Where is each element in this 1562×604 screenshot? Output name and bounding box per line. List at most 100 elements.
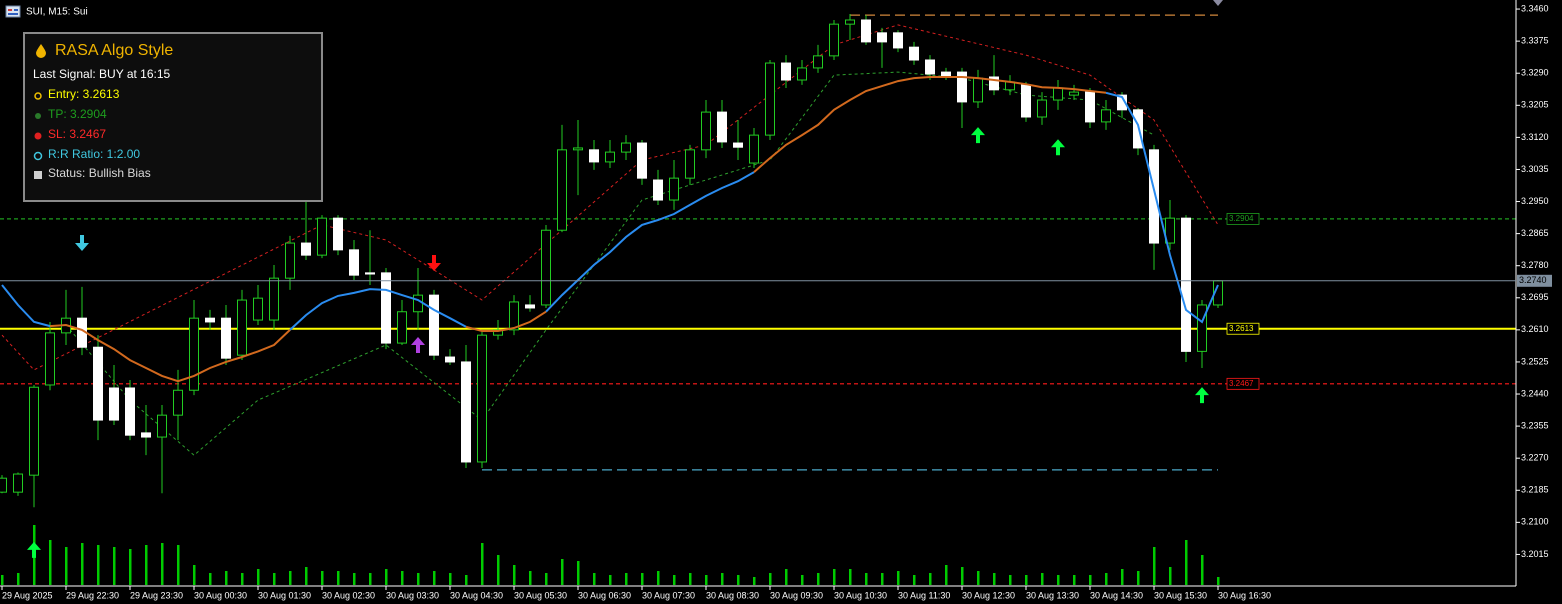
volume-bar bbox=[1105, 573, 1108, 585]
candle-body bbox=[701, 111, 711, 151]
volume-bar bbox=[385, 569, 388, 585]
level-label: 3.2467 bbox=[1229, 379, 1254, 388]
x-tick-label: 30 Aug 11:30 bbox=[898, 590, 950, 600]
volume-bar bbox=[257, 569, 260, 585]
candle-body bbox=[381, 272, 391, 344]
volume-bar bbox=[353, 573, 356, 585]
candle-body bbox=[1085, 91, 1095, 123]
x-tick-label: 29 Aug 22:30 bbox=[66, 590, 119, 600]
window-title: SUI, M15: Sui bbox=[5, 5, 88, 18]
candle-body bbox=[861, 19, 871, 43]
window-icon-detail bbox=[8, 9, 12, 11]
candle-body bbox=[509, 301, 519, 331]
candle-body bbox=[189, 317, 199, 391]
info-panel: RASA Algo Style Last Signal: BUY at 16:1… bbox=[23, 32, 323, 202]
candle-body bbox=[1037, 99, 1047, 118]
volume-bar bbox=[49, 540, 52, 585]
volume-bar bbox=[849, 569, 852, 585]
y-tick-label: 3.2610 bbox=[1521, 324, 1549, 334]
volume-bar bbox=[1185, 540, 1188, 585]
volume-bar bbox=[17, 573, 20, 585]
volume-bar bbox=[721, 573, 724, 585]
candle-body bbox=[365, 272, 375, 275]
volume-bar bbox=[1057, 575, 1060, 585]
candle-body bbox=[445, 356, 455, 363]
x-tick-label: 30 Aug 04:30 bbox=[450, 590, 503, 600]
x-tick-label: 29 Aug 23:30 bbox=[130, 590, 183, 600]
volume-bar bbox=[753, 577, 756, 585]
volume-bar bbox=[497, 555, 500, 585]
y-tick-label: 3.2950 bbox=[1521, 196, 1549, 206]
x-tick-label: 30 Aug 06:30 bbox=[578, 590, 631, 600]
x-tick-label: 30 Aug 02:30 bbox=[322, 590, 375, 600]
volume-bar bbox=[913, 575, 916, 585]
panel-icon bbox=[34, 171, 42, 179]
candle-body bbox=[1165, 217, 1175, 244]
candle-body bbox=[653, 179, 663, 201]
candle-body bbox=[301, 242, 311, 256]
volume-bar bbox=[1153, 547, 1156, 585]
candle-body bbox=[973, 77, 983, 103]
panel-icon bbox=[34, 132, 42, 140]
signal-arrow bbox=[411, 336, 425, 353]
candle-body bbox=[589, 149, 599, 163]
panel-sl: SL: 3.2467 bbox=[48, 127, 106, 141]
volume-bar bbox=[833, 569, 836, 585]
candle-body bbox=[317, 217, 327, 256]
candle-body bbox=[173, 389, 183, 416]
volume-bar bbox=[769, 573, 772, 585]
panel-icon bbox=[36, 44, 46, 58]
candle-body bbox=[845, 19, 855, 25]
candle-body bbox=[957, 71, 967, 103]
candle-body bbox=[429, 294, 439, 356]
volume-bar bbox=[545, 573, 548, 585]
candle-body bbox=[605, 151, 615, 163]
volume-bar bbox=[1169, 567, 1172, 585]
volume-bar bbox=[273, 573, 276, 585]
y-tick-label: 3.2780 bbox=[1521, 260, 1549, 270]
volume-bar bbox=[1089, 575, 1092, 585]
candle-body bbox=[13, 473, 23, 493]
candle-body bbox=[717, 111, 727, 143]
x-tick-label: 30 Aug 08:30 bbox=[706, 590, 759, 600]
volume-bar bbox=[1, 575, 4, 585]
x-tick-label: 29 Aug 2025 bbox=[2, 590, 53, 600]
volume-bar bbox=[593, 573, 596, 585]
y-tick-label: 3.3120 bbox=[1521, 132, 1549, 142]
volume-bar bbox=[817, 573, 820, 585]
candle-body bbox=[989, 76, 999, 91]
volume-bar bbox=[513, 565, 516, 585]
candle-body bbox=[525, 304, 535, 309]
volume-bar bbox=[689, 573, 692, 585]
moving-average bbox=[49, 76, 1107, 383]
candle-body bbox=[813, 55, 823, 69]
volume-bar bbox=[81, 543, 84, 585]
candle-body bbox=[1149, 149, 1159, 244]
candle-body bbox=[349, 249, 359, 276]
signal-arrow bbox=[27, 541, 41, 558]
candle-body bbox=[1117, 94, 1127, 111]
candle-body bbox=[269, 277, 279, 321]
volume-bar bbox=[193, 565, 196, 585]
moving-average bbox=[1, 91, 1219, 331]
volume-bar bbox=[1025, 575, 1028, 585]
signal-arrow bbox=[427, 255, 441, 272]
candle-body bbox=[925, 59, 935, 75]
volume-bar bbox=[337, 571, 340, 585]
candle-body bbox=[29, 386, 39, 476]
volume-bar bbox=[801, 575, 804, 585]
x-tick-label: 30 Aug 15:30 bbox=[1154, 590, 1207, 600]
signal-arrow bbox=[75, 235, 89, 252]
panel-entry: Entry: 3.2613 bbox=[48, 87, 120, 101]
candle-body bbox=[621, 142, 631, 153]
y-tick-label: 3.3035 bbox=[1521, 164, 1549, 174]
candle-body bbox=[797, 67, 807, 81]
x-tick-label: 30 Aug 03:30 bbox=[386, 590, 439, 600]
panel-icon bbox=[34, 92, 42, 100]
x-tick-label: 30 Aug 10:30 bbox=[834, 590, 887, 600]
volume-bar bbox=[865, 573, 868, 585]
volume-bar bbox=[945, 565, 948, 585]
volume-bar bbox=[289, 571, 292, 585]
